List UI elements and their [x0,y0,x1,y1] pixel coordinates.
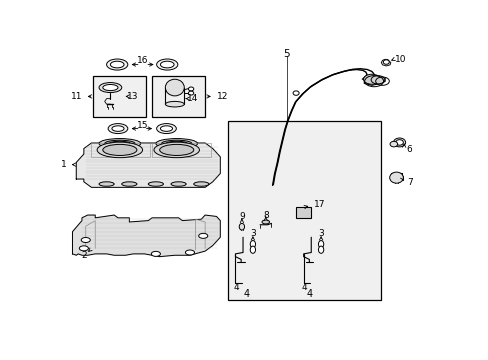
Text: 16: 16 [137,56,148,65]
Ellipse shape [151,251,160,256]
Ellipse shape [198,233,207,238]
Text: 15: 15 [136,121,148,130]
Text: 12: 12 [216,92,227,101]
Ellipse shape [104,140,135,147]
Ellipse shape [159,144,193,156]
Ellipse shape [112,126,124,131]
Ellipse shape [108,123,127,134]
Ellipse shape [122,182,137,186]
Ellipse shape [250,246,255,253]
Ellipse shape [102,85,118,91]
Ellipse shape [193,182,208,186]
Ellipse shape [110,61,124,68]
Text: 11: 11 [70,92,82,101]
Text: 1: 1 [61,160,66,169]
Ellipse shape [148,182,163,186]
Ellipse shape [106,59,127,70]
Bar [227,121,381,300]
Text: 17: 17 [314,200,325,209]
Ellipse shape [370,76,384,84]
Ellipse shape [395,140,403,145]
Text: 7: 7 [406,178,412,187]
Ellipse shape [188,91,193,95]
Ellipse shape [389,141,397,147]
Ellipse shape [188,87,193,91]
Ellipse shape [161,140,191,147]
Bar [296,207,311,218]
Ellipse shape [292,91,299,95]
Ellipse shape [318,240,323,248]
Ellipse shape [81,238,90,243]
Ellipse shape [160,61,174,68]
Text: 8: 8 [263,211,268,220]
Ellipse shape [262,220,269,224]
Ellipse shape [165,102,184,107]
Text: 4: 4 [302,283,307,292]
Ellipse shape [318,246,323,253]
Ellipse shape [363,74,380,84]
Bar [93,76,146,117]
Text: 5: 5 [283,49,289,59]
Text: 10: 10 [395,55,406,64]
Ellipse shape [250,240,255,248]
Ellipse shape [166,141,187,146]
Ellipse shape [383,60,388,64]
Ellipse shape [171,182,186,186]
Ellipse shape [389,172,403,183]
Ellipse shape [99,182,114,186]
Bar [152,143,210,157]
Text: 4: 4 [243,289,249,299]
Text: 14: 14 [187,94,198,103]
Ellipse shape [154,142,199,158]
Ellipse shape [156,139,197,149]
Ellipse shape [99,82,122,93]
Polygon shape [76,143,220,187]
Ellipse shape [165,79,184,96]
Text: 2: 2 [81,251,86,260]
Text: 4: 4 [233,283,239,292]
Ellipse shape [160,126,172,131]
Ellipse shape [156,123,176,134]
Text: 6: 6 [406,145,412,154]
Text: 9: 9 [239,212,244,221]
Bar [152,76,205,117]
Ellipse shape [97,142,142,158]
Bar [91,143,150,157]
Ellipse shape [239,223,244,230]
Text: 4: 4 [305,289,312,299]
Text: 3: 3 [318,229,324,238]
Ellipse shape [393,138,405,147]
Ellipse shape [102,144,137,156]
Text: 13: 13 [127,92,139,101]
Text: 3: 3 [249,229,255,238]
Polygon shape [381,59,390,66]
Ellipse shape [99,139,141,149]
Ellipse shape [156,59,178,70]
Ellipse shape [79,246,88,251]
Ellipse shape [109,141,130,146]
Polygon shape [72,215,220,257]
Ellipse shape [185,250,194,255]
